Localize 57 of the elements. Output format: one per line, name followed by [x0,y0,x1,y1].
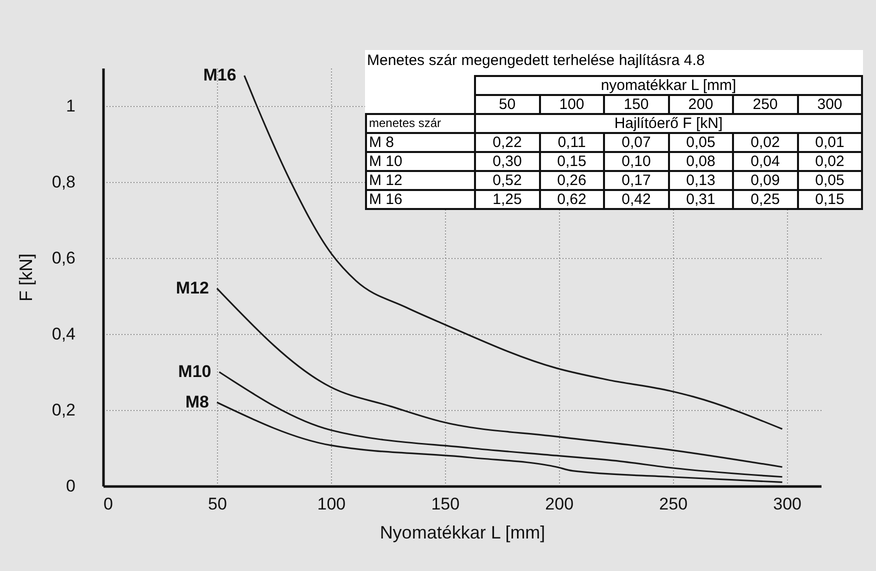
x-tick-label: 300 [773,494,802,514]
y-tick-label: 0,6 [52,248,76,268]
annotation: 0,13 [668,171,733,190]
y-tick-label: 0,4 [52,324,76,344]
annotation: 0,17 [604,171,668,190]
annotation: 0,31 [668,190,733,209]
series-label: M10 [178,362,212,381]
annotation: 0,42 [604,190,668,209]
annotation: 0,04 [733,152,798,171]
x-tick-label: 200 [545,494,574,514]
annotation: Menetes szár megengedett terhelése hajlításra 4.8 [366,51,706,71]
annotation: 0,02 [733,133,798,152]
annotation: 0,11 [540,133,604,152]
annotation: 0,62 [540,190,604,209]
annotation: 0,08 [668,152,733,171]
annotation: 0,02 [798,152,862,171]
annotation: 100 [540,95,604,114]
series-label: M8 [185,392,209,412]
x-tick-label: 150 [431,494,460,514]
annotation: 0,30 [475,152,540,171]
annotation: 0,15 [798,190,862,209]
annotation: 150 [604,95,668,114]
annotation: 300 [798,95,862,114]
annotation: M 8 [366,133,475,152]
y-tick-label: 0,2 [52,400,76,420]
series-label: M16 [203,66,236,85]
annotation: M 10 [366,152,475,171]
annotation: menetes szár [366,114,475,133]
annotation: 50 [475,95,540,114]
series-label: M12 [176,278,209,298]
x-tick-label: 50 [208,494,227,514]
annotation: 0,15 [540,152,604,171]
annotation: 0,10 [604,152,668,171]
x-tick-label: 100 [317,494,346,514]
annotation: 1,25 [475,190,540,209]
y-tick-label: 1 [66,96,76,116]
annotation: 0,07 [604,133,668,152]
annotation: 200 [668,95,733,114]
x-tick-label: 250 [659,494,688,514]
annotation: 0,22 [475,133,540,152]
x-axis-title: Nyomatékkar L [mm] [380,522,546,542]
y-tick-label: 0 [66,476,76,496]
annotation: 0,26 [540,171,604,190]
annotation: 0,09 [733,171,798,190]
annotation: Hajlítóerő F [kN] [475,114,862,133]
annotation: 0,52 [475,171,540,190]
annotation: 250 [733,95,798,114]
annotation: 0,05 [668,133,733,152]
annotation: M 16 [366,190,475,209]
annotation: 0,05 [798,171,862,190]
annotation: M 12 [366,171,475,190]
y-tick-label: 0,8 [52,172,76,192]
annotation: nyomatékkar L [mm] [475,76,862,95]
x-tick-label: 0 [104,494,113,514]
annotation: 0,01 [798,133,862,152]
y-axis-title: F [kN] [16,254,36,302]
annotation: 0,25 [733,190,798,209]
